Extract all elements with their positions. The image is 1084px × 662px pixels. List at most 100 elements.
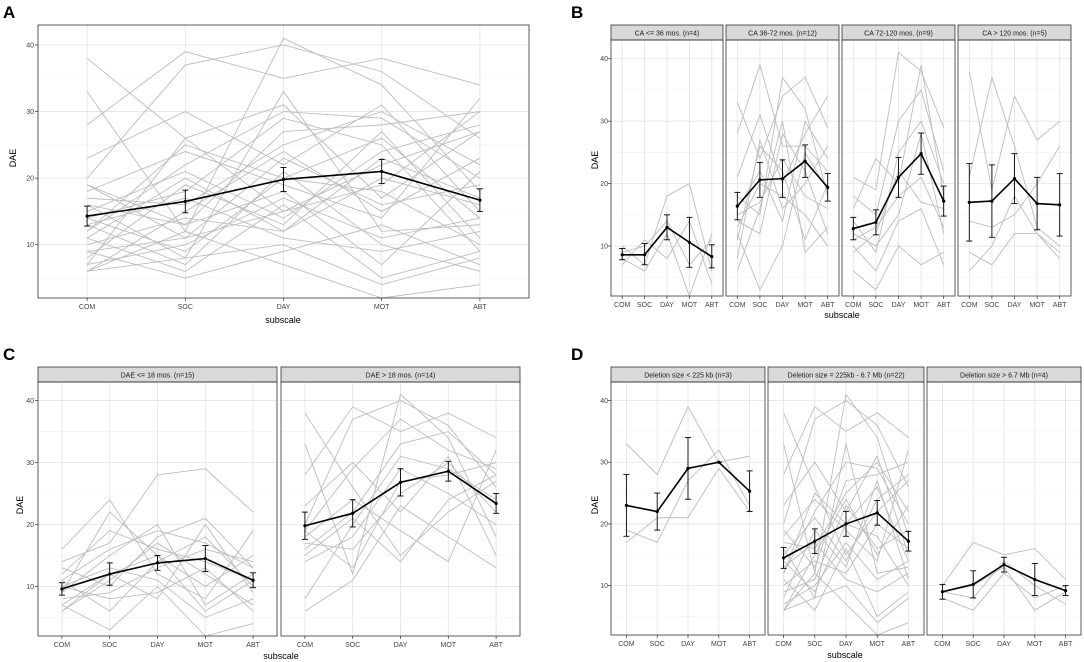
individual-line [736,138,829,259]
x-tick-label: DAY [997,641,1011,648]
x-tick-label: SOC [752,302,767,309]
individual-line [86,130,481,259]
x-tick-label: ABT [473,304,487,311]
mean-point [875,511,879,515]
x-tick-label: SOC [984,302,999,309]
individual-line [626,467,750,543]
facet-d-2: Deletion size > 6.7 Mb (n=4) COM SOC DAY MOT… [926,366,1082,648]
x-tick-label: SOC [102,642,117,649]
individual-line [783,399,909,525]
x-tick-label: ABT [705,302,719,309]
mean-point [155,561,160,565]
mean-point [251,578,255,582]
x-tick-label: DAY [1008,302,1022,309]
panel-letter-a: A [3,3,15,22]
individual-line [968,71,1060,190]
x-tick-label: SOC [966,641,981,648]
individual-line [626,405,750,476]
x-tick-label: COM [618,641,635,648]
individual-line [853,133,945,247]
mean-point [780,177,785,181]
individual-line [61,468,254,563]
x-tick-label: ABT [1059,641,1073,648]
mean-point [717,460,721,464]
x-tick-label: DAY [277,304,291,311]
individual-line [86,224,481,279]
individual-line [304,474,497,563]
y-tick-label: 10 [26,584,34,591]
individual-line [86,157,481,239]
individual-line [86,51,481,126]
individual-line [61,523,254,606]
mean-point [686,466,690,470]
facet-strip-label: CA <= 36 mos. (n=4) [635,31,700,38]
x-tick-label: COM [961,302,978,309]
mean-point [748,489,752,493]
individual-line [783,412,909,556]
mean-point [803,159,807,163]
individual-line [61,542,254,612]
x-tick-label: COM [934,641,951,648]
mean-point [303,524,307,528]
mean-point [85,214,89,218]
x-tick-label: COM [729,302,746,309]
facet-d-0: Deletion size < 225 kb (n=3) COM SOC DAY MOT… [600,366,766,648]
individual-line [852,207,945,272]
facet-strip-label: CA 72-120 mos. (n=9) [864,31,933,38]
mean-point [108,572,112,576]
individual-line [86,111,481,232]
mean-point [60,587,64,591]
mean-point [710,255,714,259]
facet-b-0: CA <= 36 mos. (n=4) COM SOC DAY MOT ABT 10 20 30… [600,24,724,309]
mean-point [620,253,624,257]
x-tick-label: MOT [441,642,457,649]
individual-line [783,498,909,611]
individual-line [86,44,481,179]
facet-c-0: DAE <= 18 mos. (n=15) COM SOC DAY MOT ABT 10 20… [26,366,278,649]
individual-line [783,405,909,475]
mean-point [1033,577,1037,582]
facet-strip-label: Deletion size > 6.7 Mb (n=4) [960,373,1048,380]
facet-strip-label: DAE > 18 mos. (n=14) [366,373,436,380]
mean-point [643,253,647,257]
y-tick-label: 30 [600,119,608,126]
y-tick-label: 40 [26,42,34,49]
individual-line [736,119,829,223]
facet-a-0: COM SOC DAY MOT ABT 10 20 30 40 [26,24,530,311]
y-tick-label: 20 [600,521,608,528]
individual-line [61,517,254,587]
y-tick-label: 30 [600,460,608,467]
x-tick-label: MOT [682,302,698,309]
x-tick-label: ABT [937,302,951,309]
y-tick-label: 30 [26,109,34,116]
x-tick-label: MOT [711,641,727,648]
x-tick-label: ABT [246,642,260,649]
individual-line [783,541,909,605]
mean-point [896,175,901,179]
mean-point [446,469,450,473]
mean-point [203,556,207,561]
individual-line [783,541,909,593]
individual-line [87,157,480,252]
individual-line [86,124,481,219]
mean-point [942,199,946,203]
facet-b-1: CA 36-72 mos. (n=12) COM SOC DAY MOT ABT [725,24,840,309]
individual-line [86,230,480,299]
mean-point [919,152,923,156]
individual-line [942,541,1066,586]
x-tick-label: SOC [868,302,883,309]
mean-point [1002,563,1006,567]
x-tick-label: MOT [797,302,813,309]
mean-point [874,220,878,224]
mean-point [655,509,659,514]
y-tick-label: 10 [600,583,608,590]
mean-point [844,522,848,526]
individual-line [736,151,829,291]
individual-line [86,104,481,212]
mean-point [478,198,482,202]
x-tick-label: SOC [650,641,665,648]
individual-line [304,505,497,612]
x-tick-label: DAY [681,641,695,648]
y-tick-label: 40 [600,56,608,63]
x-tick-label: ABT [821,302,835,309]
